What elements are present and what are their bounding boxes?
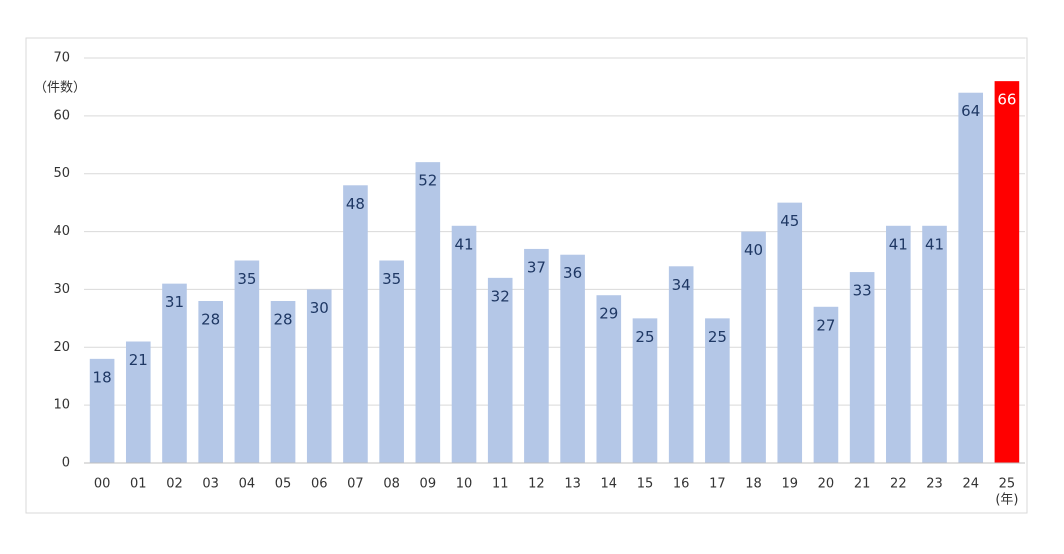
x-tick-label: 03: [202, 477, 219, 492]
x-tick-label: 24: [962, 477, 979, 492]
value-label: 35: [382, 270, 401, 288]
bar: [415, 162, 441, 463]
x-tick-label: 04: [239, 477, 256, 492]
x-tick-label: 15: [637, 477, 654, 492]
value-label: 29: [599, 305, 618, 323]
value-label: 25: [708, 328, 727, 346]
x-tick-label: 19: [781, 477, 798, 492]
value-label: 40: [744, 241, 763, 259]
value-label: 66: [997, 91, 1016, 109]
value-label: 35: [237, 270, 256, 288]
bar: [89, 358, 115, 463]
bar: [596, 295, 622, 463]
bar: [886, 225, 911, 463]
x-tick-label: 23: [926, 477, 943, 492]
bar: [922, 225, 947, 463]
bar: [777, 202, 803, 463]
bar: [487, 277, 513, 463]
value-label: 64: [961, 102, 980, 120]
value-label: 27: [816, 316, 835, 334]
y-tick-label: 30: [53, 282, 70, 297]
bar: [668, 266, 694, 463]
y-tick-label: 40: [53, 224, 70, 239]
value-label: 48: [346, 195, 365, 213]
y-tick-label: 50: [53, 166, 70, 181]
value-label: 41: [454, 235, 473, 253]
x-tick-label: 12: [528, 477, 545, 492]
bar: [958, 92, 984, 463]
y-tick-label: 0: [62, 456, 70, 471]
bar: [125, 341, 151, 463]
bar: [849, 272, 875, 463]
x-tick-label: 20: [818, 477, 835, 492]
bar: [234, 260, 260, 463]
bar: [379, 260, 404, 463]
bar: [451, 225, 477, 463]
value-label: 45: [780, 212, 799, 230]
x-tick-label: 08: [383, 477, 400, 492]
x-tick-label: 11: [492, 477, 509, 492]
value-label: 36: [563, 264, 582, 282]
x-tick-label: 18: [745, 477, 762, 492]
x-tick-label: 10: [456, 477, 473, 492]
value-label: 41: [889, 235, 908, 253]
bar: [306, 289, 332, 463]
value-label: 28: [201, 311, 220, 329]
x-tick-label: 13: [564, 477, 581, 492]
y-tick-label: 20: [53, 340, 70, 355]
x-tick-label: 05: [275, 477, 292, 492]
value-label: 28: [274, 311, 293, 329]
x-tick-label: 17: [709, 477, 726, 492]
y-tick-label: 60: [53, 108, 70, 123]
y-tick-label: 10: [53, 398, 70, 413]
y-axis-label: （件数）: [34, 81, 86, 96]
x-tick-label: 25: [999, 477, 1016, 492]
bar: [632, 318, 658, 463]
bar: [162, 283, 187, 463]
value-label: 34: [672, 276, 691, 294]
value-label: 41: [925, 235, 944, 253]
x-tick-label: 01: [130, 477, 147, 492]
bar: [198, 301, 223, 463]
x-tick-label: 22: [890, 477, 907, 492]
bar: [560, 254, 585, 463]
x-tick-label: 14: [601, 477, 618, 492]
bar: [741, 231, 766, 463]
value-label: 21: [129, 351, 148, 369]
bar: [524, 248, 549, 463]
x-tick-label: 07: [347, 477, 364, 492]
y-tick-label: 70: [53, 51, 70, 66]
x-tick-label: 06: [311, 477, 328, 492]
x-tick-label: 00: [94, 477, 111, 492]
value-label: 52: [418, 172, 437, 190]
x-tick-label: 21: [854, 477, 871, 492]
bar: [270, 301, 296, 463]
value-label: 18: [93, 368, 112, 386]
bar: [813, 306, 839, 463]
x-tick-label: 02: [166, 477, 183, 492]
x-axis-label: (年): [995, 493, 1018, 508]
value-label: 32: [491, 287, 510, 305]
value-label: 31: [165, 293, 184, 311]
value-label: 33: [853, 282, 872, 300]
bar: [994, 81, 1020, 464]
bar: [705, 318, 730, 463]
x-tick-label: 16: [673, 477, 690, 492]
value-label: 37: [527, 258, 546, 276]
value-label: 25: [635, 328, 654, 346]
bar: [343, 185, 368, 464]
x-tick-label: 09: [420, 477, 437, 492]
value-label: 30: [310, 299, 329, 317]
